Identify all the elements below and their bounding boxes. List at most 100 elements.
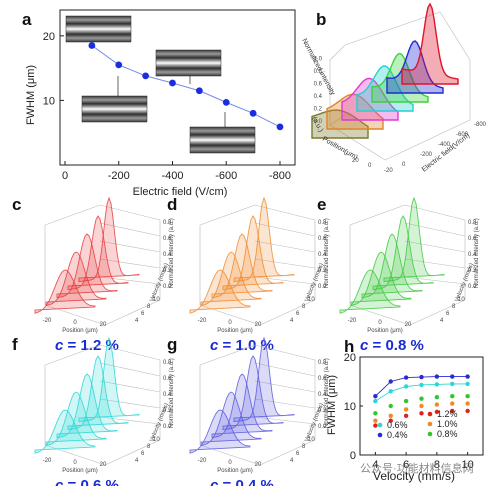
small-ytick-label: 10 xyxy=(458,297,465,303)
small-ytick-label: 10 xyxy=(153,297,160,303)
small-concentration-label: c = 1.0 % xyxy=(210,337,274,354)
small-xtick-label: 20 xyxy=(255,322,262,328)
small-ytick-label: 6 xyxy=(141,451,145,457)
small-grid-line xyxy=(404,240,466,253)
small-xlabel: Position (μm) xyxy=(367,328,402,334)
b-xtick-label: -20 xyxy=(384,168,393,174)
c-value: = 0.6 % xyxy=(63,477,118,486)
b-curve xyxy=(311,109,369,139)
small-ztick-label: 0.0 xyxy=(318,284,327,290)
h-data-point xyxy=(373,418,378,423)
small-xtick-label: 0 xyxy=(228,320,232,326)
small-xtick-label: 20 xyxy=(100,322,107,328)
small-frame-line xyxy=(104,439,161,466)
small-ytick-label: 4 xyxy=(290,318,294,324)
h-data-point xyxy=(450,394,455,399)
h-ytick-label: 10 xyxy=(344,401,356,413)
small-frame-line xyxy=(254,204,316,221)
h-data-point xyxy=(434,374,440,379)
h-data-point xyxy=(434,402,440,407)
a-data-point xyxy=(142,72,150,80)
h-data-point xyxy=(373,423,378,428)
small-ztick-label: 0.4 xyxy=(163,252,172,258)
small-ztick-label: 0.0 xyxy=(163,284,172,290)
panel-a: a 10 20 0 -200 -400 -600 -800 Electric field … xyxy=(22,9,296,198)
small-frame-line xyxy=(349,204,406,226)
small-ytick-label: 6 xyxy=(141,311,145,317)
h-data-point xyxy=(373,398,378,404)
small-ztick-label: 0.0 xyxy=(468,284,477,290)
small-grid-line xyxy=(254,380,316,393)
small-ztick-label: 0.6 xyxy=(468,236,477,242)
b-frame-line xyxy=(384,119,471,161)
b-ztick-label: 0.2 xyxy=(314,107,323,113)
b-ztick-label: 0.0 xyxy=(314,119,323,125)
small-frame-line xyxy=(99,204,161,221)
small-curve xyxy=(383,196,445,283)
small-xtick-label: -20 xyxy=(43,318,52,324)
small-ztick-label: 0.4 xyxy=(468,252,477,258)
small-concentration-label: c = 1.2 % xyxy=(55,337,119,354)
c-value: = 1.0 % xyxy=(218,337,273,354)
h-yticks: 0 10 20 xyxy=(344,352,363,462)
b-ytick-label: -800 xyxy=(474,122,487,128)
c-value: = 0.8 % xyxy=(368,337,423,354)
inset-image-1 xyxy=(65,15,132,43)
c-value: = 0.4 % xyxy=(218,477,273,486)
small-frame-line xyxy=(259,299,316,326)
b-ytick-label: -600 xyxy=(456,132,469,138)
small-ytick-label: 10 xyxy=(308,297,315,303)
h-ytick-label: 0 xyxy=(350,450,356,462)
panel-letter-d: d xyxy=(167,195,177,214)
small-curve xyxy=(211,233,273,299)
a-ylabel: FWHM (μm) xyxy=(25,65,37,125)
small-ytick-label: 6 xyxy=(446,311,450,317)
small-curve xyxy=(222,215,284,291)
a-plot-area xyxy=(88,42,284,131)
a-xlabel: Electric field (V/cm) xyxy=(133,186,228,198)
small-xtick-label: 0 xyxy=(228,460,232,466)
h-data-point xyxy=(373,394,378,399)
c-symbol: c xyxy=(55,337,64,354)
small-xtick-label: -20 xyxy=(198,318,207,324)
a-yticks: 10 20 xyxy=(43,31,64,107)
small-frame-line xyxy=(199,344,256,366)
small-xlabel: Position (μm) xyxy=(217,468,252,474)
h-data-point xyxy=(419,374,424,380)
small-ztick-label: 0.0 xyxy=(163,424,172,430)
panel-b: b 0.00.20.40.60.81.0200-200-200-400-600-… xyxy=(300,2,487,174)
small-xlabel: Position (μm) xyxy=(62,468,97,474)
h-data-point xyxy=(465,408,470,414)
h-data-point xyxy=(450,374,455,379)
small-frame-line xyxy=(44,344,101,366)
h-xtick-label: 10 xyxy=(462,459,474,471)
panel-letter-c: c xyxy=(12,195,21,214)
small-ytick-label: 4 xyxy=(290,458,294,464)
small-xlabel: Position (μm) xyxy=(62,328,97,334)
small-grid-line xyxy=(99,276,161,285)
a-xtick-label: 0 xyxy=(62,170,68,182)
b-zlabel: Normalized intensity xyxy=(300,38,336,97)
small-curve xyxy=(67,215,129,291)
small-ytick-label: 4 xyxy=(135,458,139,464)
small-concentration-label: c = 0.8 % xyxy=(360,337,424,354)
b-curve xyxy=(341,77,399,121)
small-ztick-label: 0.6 xyxy=(318,376,327,382)
small-frame-line xyxy=(349,304,411,326)
inset-image-2 xyxy=(155,49,222,77)
small-grid-line xyxy=(99,222,161,237)
h-data-point xyxy=(434,409,440,415)
b-xtick-label: 0 xyxy=(368,163,372,169)
small-ztick-label: 0.6 xyxy=(318,236,327,242)
small-curve xyxy=(189,409,251,454)
small-frame-line xyxy=(44,304,106,326)
small-ztick-label: 0.6 xyxy=(163,376,172,382)
h-legend-marker xyxy=(427,421,433,427)
small-grid-line xyxy=(99,240,161,253)
small-frame-line xyxy=(404,204,466,221)
h-data-point xyxy=(403,413,409,418)
small-ytick-label: 8 xyxy=(452,304,456,310)
small-ztick-label: 0.8 xyxy=(318,360,327,366)
b-ytick-label: -200 xyxy=(420,152,433,158)
